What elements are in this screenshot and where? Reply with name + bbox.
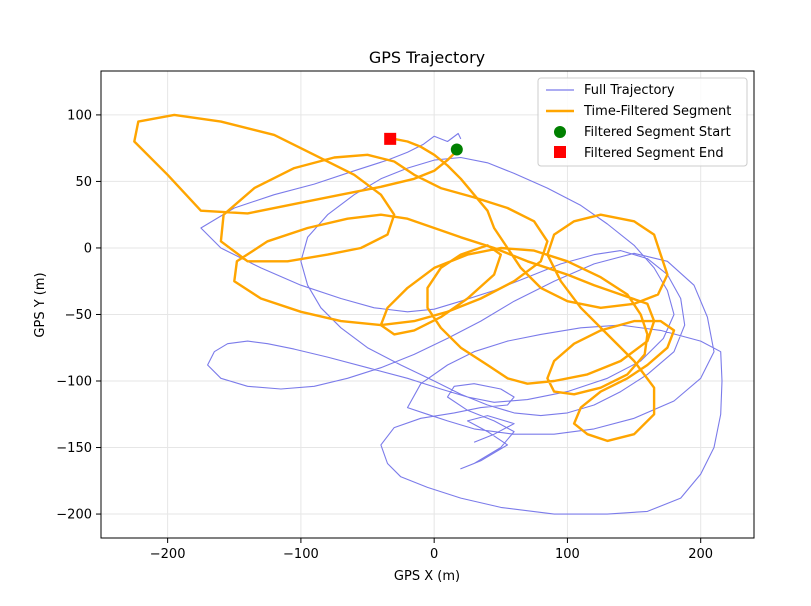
legend-end-label: Filtered Segment End bbox=[584, 146, 724, 161]
filtered-segment-line bbox=[133, 113, 676, 443]
legend-start-marker bbox=[554, 126, 566, 138]
y-tick-label: 0 bbox=[84, 241, 92, 256]
plot-frame bbox=[100, 70, 755, 539]
filtered-segment-start-marker bbox=[450, 143, 463, 156]
full-trajectory-line bbox=[200, 132, 723, 515]
legend-end-marker bbox=[554, 146, 566, 158]
x-tick-label: −200 bbox=[150, 547, 186, 562]
y-tick-label: −50 bbox=[65, 308, 92, 323]
y-tick-label: −200 bbox=[56, 508, 92, 523]
x-tick-label: 200 bbox=[688, 547, 713, 562]
series-layer bbox=[133, 113, 723, 515]
chart-title: GPS Trajectory bbox=[369, 48, 485, 67]
x-tick-label: 0 bbox=[430, 547, 438, 562]
legend-box bbox=[537, 77, 748, 167]
filtered-segment-end-marker bbox=[384, 132, 397, 145]
legend-full-label: Full Trajectory bbox=[584, 83, 675, 98]
x-tick-label: −100 bbox=[283, 547, 319, 562]
y-tick-label: 50 bbox=[75, 175, 92, 190]
x-axis-label: GPS X (m) bbox=[394, 569, 460, 584]
y-tick-label: 100 bbox=[67, 108, 92, 123]
legend: Full Trajectory Time-Filtered Segment Fi… bbox=[537, 77, 748, 167]
y-tick-label: −150 bbox=[56, 441, 92, 456]
y-axis-label: GPS Y (m) bbox=[33, 272, 48, 337]
y-tick-label: −100 bbox=[56, 375, 92, 390]
marker-layer bbox=[384, 132, 463, 156]
x-tick-label: 100 bbox=[555, 547, 580, 562]
legend-filtered-label: Time-Filtered Segment bbox=[583, 104, 731, 119]
axis-ticks: −200 −100 0 100 200 −200 −150 −100 −50 0 50 100 bbox=[56, 108, 713, 562]
legend-start-label: Filtered Segment Start bbox=[584, 125, 731, 140]
